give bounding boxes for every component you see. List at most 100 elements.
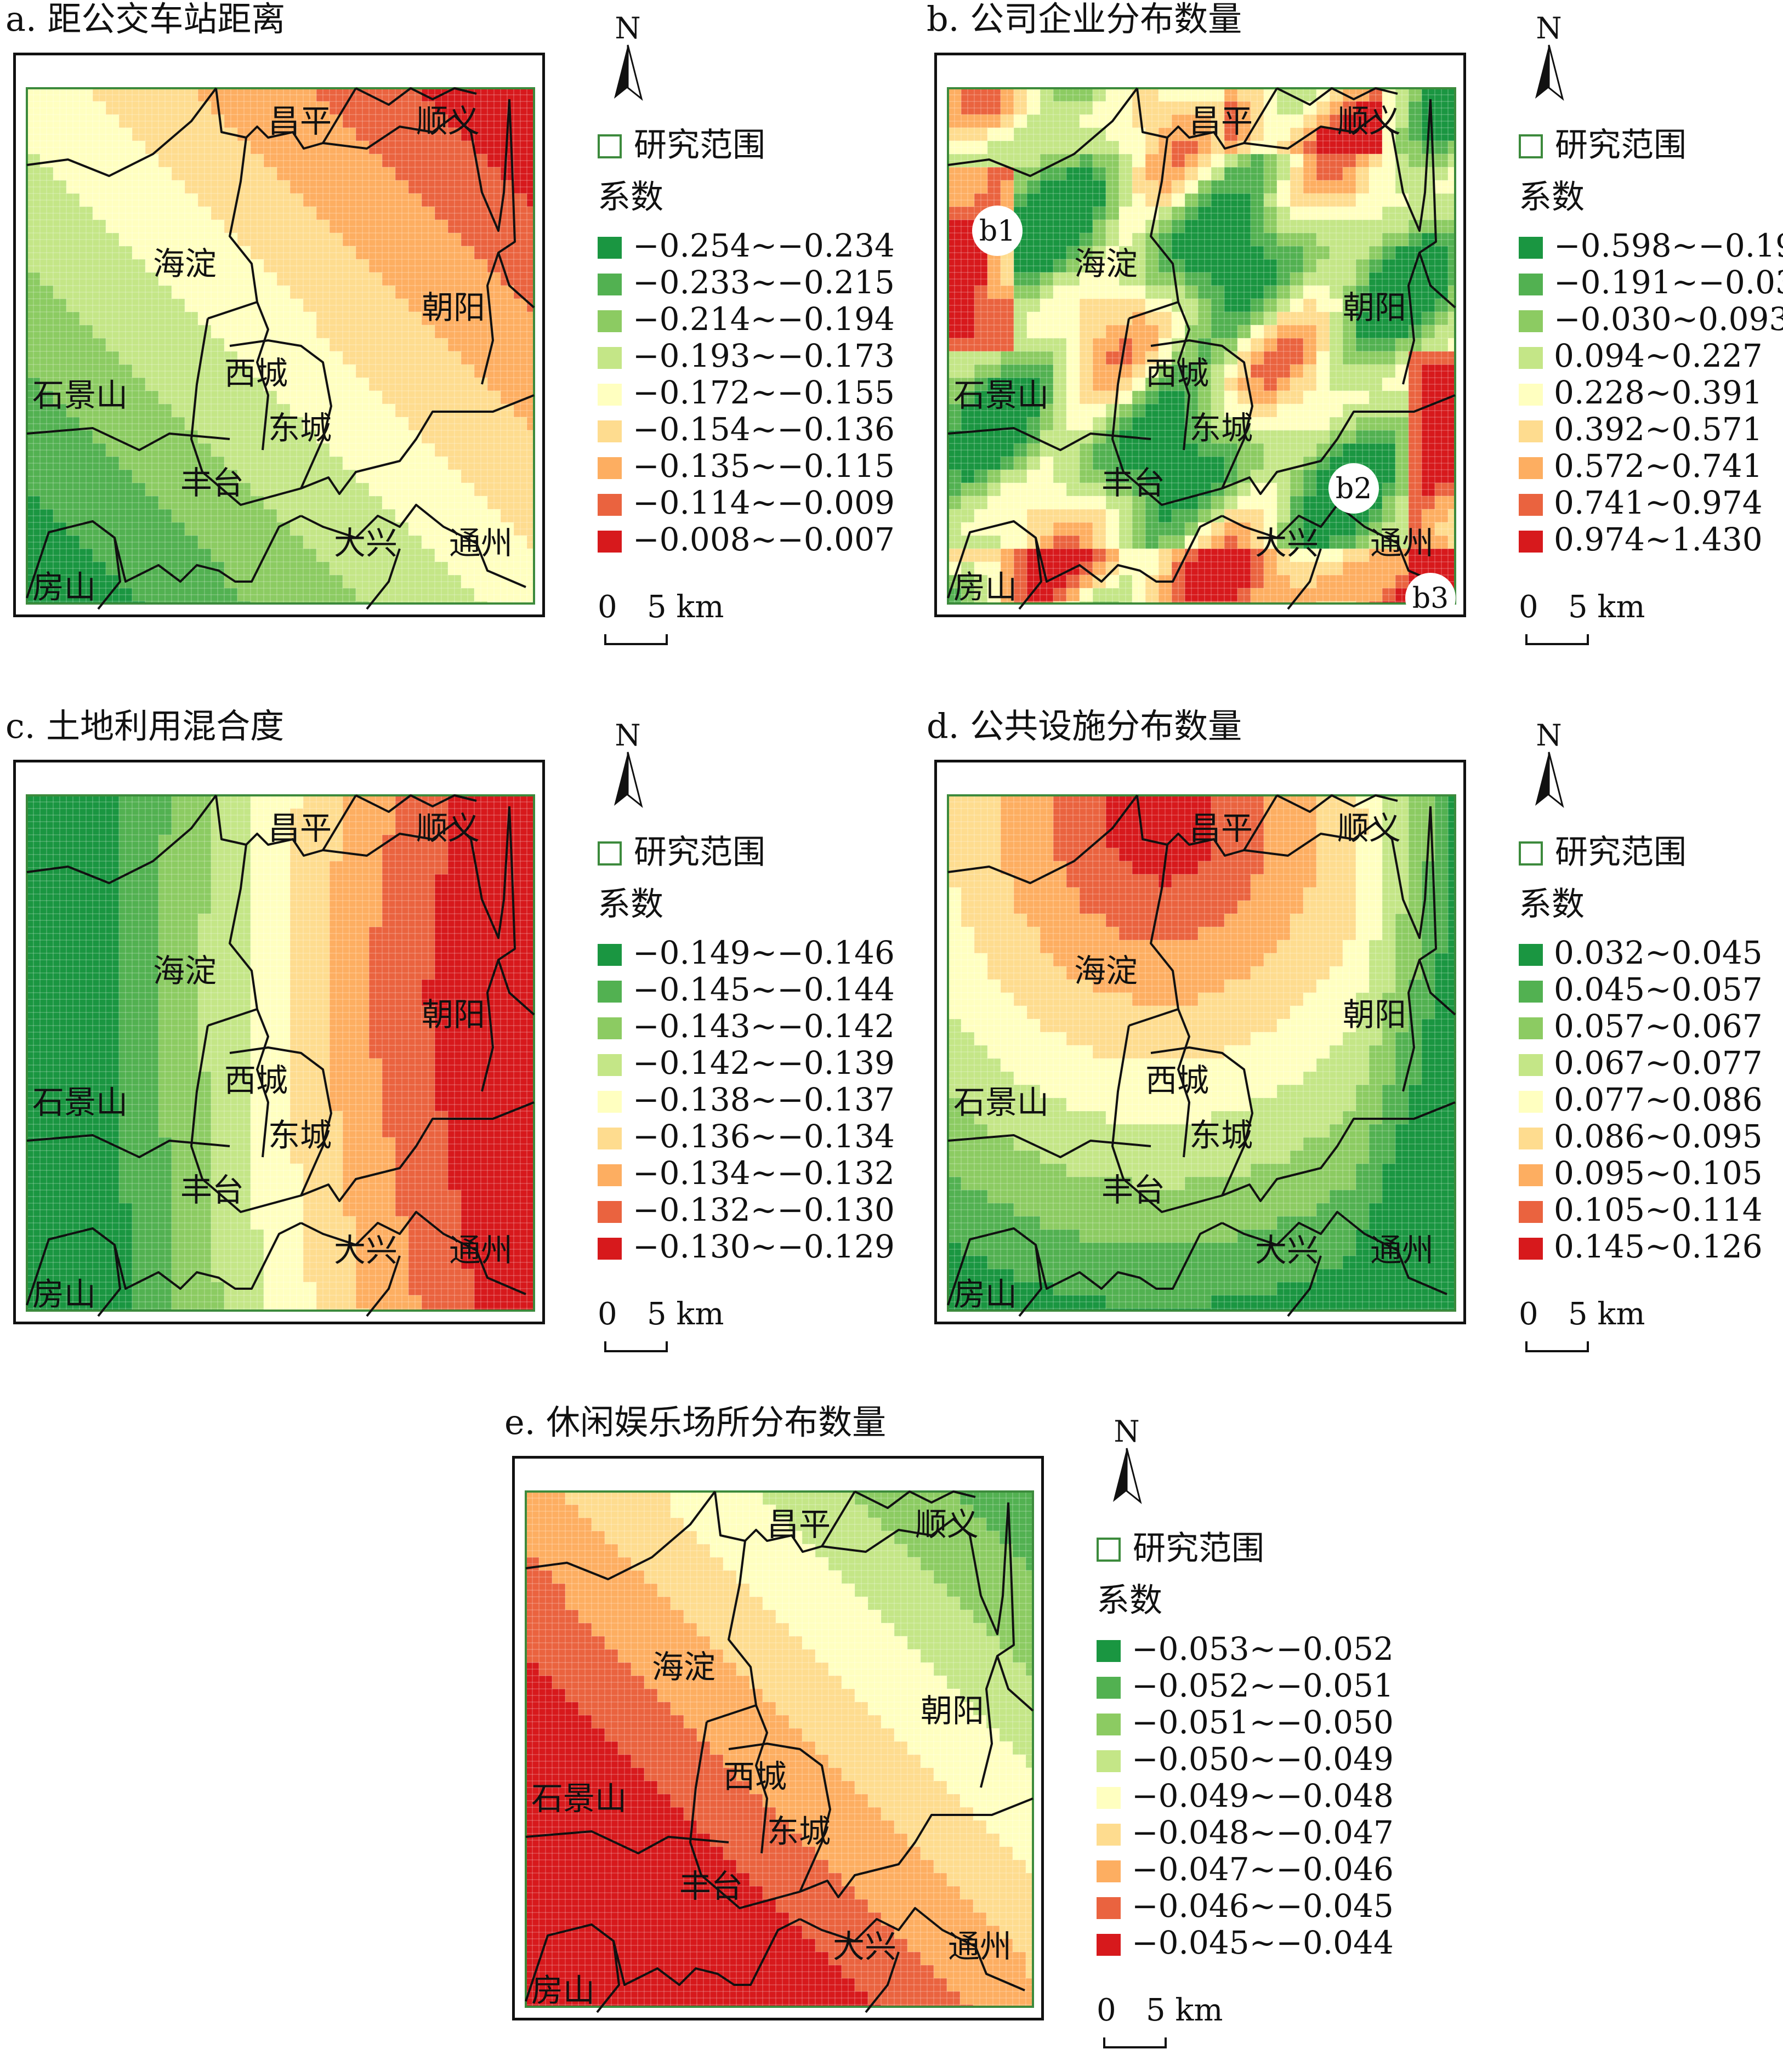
raster-cell [93,193,106,207]
raster-cell [435,233,448,247]
raster-cell [211,365,225,378]
raster-cell [1448,101,1456,115]
raster-cell [514,522,527,536]
raster-cell [448,549,462,562]
legend-label: −0.030~0.093 [1554,300,1783,338]
raster-cell [290,417,304,431]
raster-cell [435,483,448,497]
raster-cell [158,246,172,260]
raster-cell [1106,154,1120,168]
raster-cell [974,141,988,155]
district-label: 丰台 [180,1171,244,1209]
raster-cell [435,430,448,444]
raster-cell [474,575,488,589]
raster-cell [224,443,238,457]
raster-cell [237,365,251,378]
raster-cell [356,536,370,549]
raster-cell [330,496,343,510]
raster-cell [1132,141,1146,155]
raster-cell [435,470,448,483]
raster-cell [1106,141,1120,155]
raster-cell [395,365,409,378]
raster-cell [1093,154,1106,168]
raster-cell [514,141,527,155]
raster-cell [198,167,212,181]
raster-cell [158,536,172,549]
raster-cell [382,443,396,457]
raster-cell [330,286,343,299]
raster-cell [158,457,172,470]
raster-cell [1198,115,1212,128]
raster-cell [185,259,198,273]
raster-cell [1053,115,1067,128]
raster-cell [474,457,488,470]
raster-cell [27,536,41,549]
raster-cell [330,272,343,286]
raster-cell [185,154,198,168]
raster-cell [224,115,238,128]
raster-cell [435,325,448,339]
raster-cell [172,259,185,273]
raster-cell [303,496,317,510]
raster-cell [119,483,133,497]
raster-cell [382,180,396,194]
raster-cell [198,417,212,431]
raster-cell [66,496,80,510]
raster-cell [290,549,304,562]
legend-label: 0.741~0.974 [1554,484,1763,521]
raster-cell [487,430,501,444]
raster-cell [211,496,225,510]
raster-cell [185,180,198,194]
raster-cell [1014,88,1027,102]
raster-cell [356,312,370,326]
raster-cell [382,404,396,418]
raster-cell [158,417,172,431]
raster-cell [343,365,356,378]
raster-cell [422,443,435,457]
raster-cell [93,351,106,365]
raster-cell [53,180,67,194]
raster-cell [40,483,54,497]
raster-cell [501,246,514,260]
raster-cell [132,115,146,128]
raster-cell [224,365,238,378]
raster-cell [132,470,146,483]
raster-cell [422,207,435,220]
raster-cell [435,562,448,576]
raster-cell [408,457,422,470]
raster-cell [290,88,304,102]
raster-cell [408,167,422,181]
raster-cell [303,417,317,431]
raster-cell [356,404,370,418]
raster-cell [514,536,527,549]
raster-cell [172,365,185,378]
raster-cell [448,338,462,352]
raster-cell [119,141,133,155]
raster-cell [461,430,475,444]
raster-cell [501,443,514,457]
raster-cell [224,154,238,168]
raster-cell [93,404,106,418]
raster-cell [132,101,146,115]
legend-swatch [598,1238,622,1260]
raster-cell [356,509,370,523]
raster-cell [461,167,475,181]
raster-cell [1172,101,1185,115]
raster-cell [40,312,54,326]
raster-cell [369,470,383,483]
raster-cell [158,404,172,418]
raster-cell [527,588,535,602]
raster-cell [1145,101,1159,115]
raster-cell [369,378,383,391]
raster-cell [330,167,343,181]
raster-cell [132,286,146,299]
raster-cell [422,430,435,444]
raster-cell [330,154,343,168]
raster-cell [422,365,435,378]
raster-cell [474,351,488,365]
raster-cell [158,220,172,234]
raster-cell [461,299,475,312]
raster-cell [1409,88,1422,102]
